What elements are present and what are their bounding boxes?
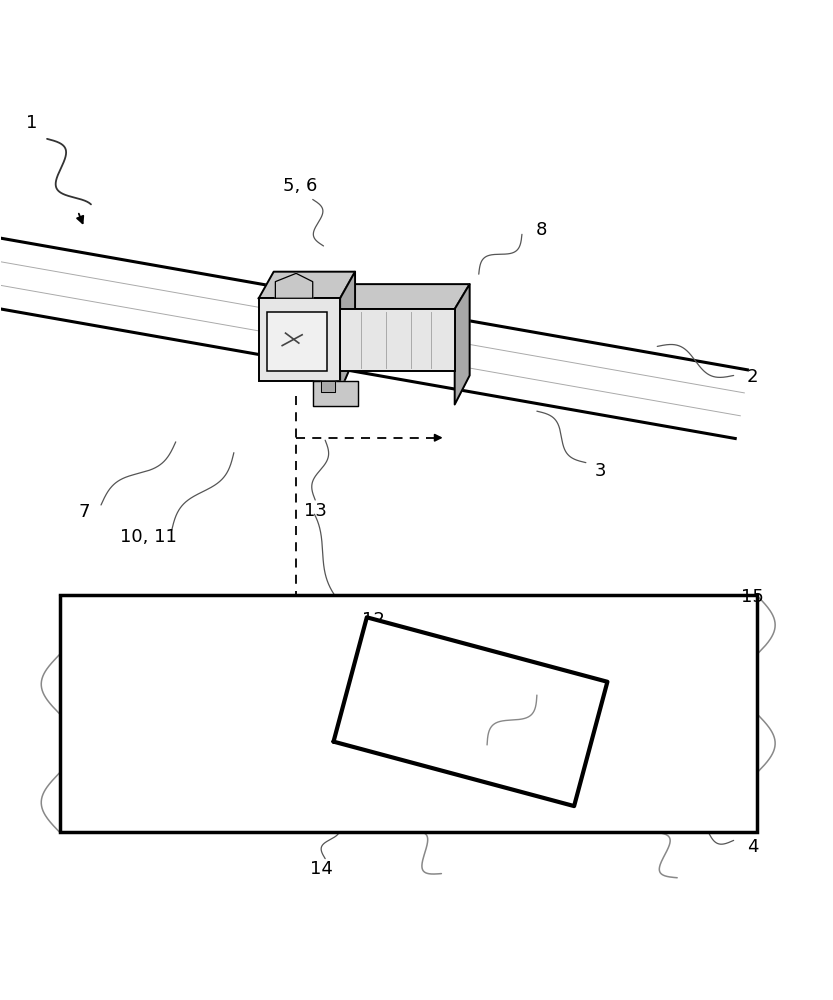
Polygon shape <box>312 381 358 406</box>
Text: 3: 3 <box>595 462 606 480</box>
Bar <box>340 309 455 371</box>
Polygon shape <box>455 284 470 405</box>
Text: 13: 13 <box>304 502 327 520</box>
Text: 1: 1 <box>27 114 37 132</box>
Bar <box>59 595 757 832</box>
Bar <box>267 312 327 371</box>
Text: 10, 11: 10, 11 <box>120 528 177 546</box>
Polygon shape <box>340 284 470 309</box>
Text: 5, 6: 5, 6 <box>283 177 317 195</box>
Text: 8: 8 <box>536 221 546 239</box>
Polygon shape <box>321 381 335 392</box>
Text: 7: 7 <box>78 503 90 521</box>
Text: 14: 14 <box>310 860 332 878</box>
Text: 2: 2 <box>747 368 759 386</box>
Text: 4: 4 <box>747 838 759 856</box>
Polygon shape <box>276 273 312 298</box>
Polygon shape <box>340 272 355 391</box>
Text: 15: 15 <box>741 588 764 606</box>
Bar <box>259 298 340 381</box>
Polygon shape <box>259 272 355 298</box>
Text: 12: 12 <box>362 611 385 629</box>
Polygon shape <box>333 617 607 806</box>
